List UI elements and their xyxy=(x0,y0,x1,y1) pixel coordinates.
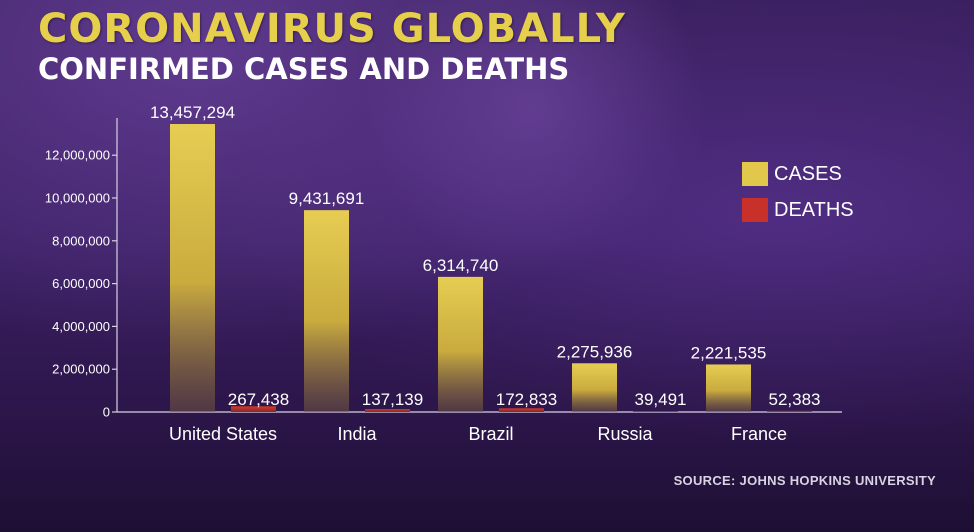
data-label-deaths: 39,491 xyxy=(635,390,687,409)
data-label-cases: 9,431,691 xyxy=(289,189,365,208)
y-tick-label: 4,000,000 xyxy=(52,319,110,334)
y-tick-label: 6,000,000 xyxy=(52,276,110,291)
legend-item-cases: CASES xyxy=(742,156,854,192)
bar-cases xyxy=(572,363,617,412)
data-label-deaths: 172,833 xyxy=(496,390,557,409)
data-label-cases: 6,314,740 xyxy=(423,256,499,275)
bar-deaths xyxy=(499,408,544,412)
bar-cases xyxy=(438,276,483,412)
y-tick-label: 2,000,000 xyxy=(52,362,110,377)
chart-subtitle: CONFIRMED CASES AND DEATHS xyxy=(38,52,570,86)
y-tick-label: 10,000,000 xyxy=(45,191,110,206)
legend-label-cases: CASES xyxy=(774,162,842,185)
x-tick-label: Russia xyxy=(597,424,653,444)
y-tick-label: 0 xyxy=(103,405,110,420)
y-tick-label: 8,000,000 xyxy=(52,233,110,248)
legend: CASES DEATHS xyxy=(742,156,854,228)
data-label-deaths: 52,383 xyxy=(769,390,821,409)
data-label-deaths: 267,438 xyxy=(228,390,289,409)
legend-label-deaths: DEATHS xyxy=(774,198,854,221)
data-label-deaths: 137,139 xyxy=(362,390,423,409)
bar-cases xyxy=(706,364,751,412)
bar-cases xyxy=(304,210,349,412)
bar-deaths xyxy=(231,406,276,412)
source-note: SOURCE: JOHNS HOPKINS UNIVERSITY xyxy=(673,473,936,488)
bar-cases xyxy=(170,124,215,412)
bar-deaths xyxy=(633,411,678,412)
x-tick-label: France xyxy=(731,424,787,444)
data-label-cases: 13,457,294 xyxy=(150,103,235,122)
data-label-cases: 2,221,535 xyxy=(691,343,767,362)
legend-swatch-cases xyxy=(742,162,768,186)
legend-item-deaths: DEATHS xyxy=(742,192,854,228)
x-tick-label: Brazil xyxy=(468,424,513,444)
y-tick-label: 12,000,000 xyxy=(45,148,110,163)
x-tick-label: India xyxy=(337,424,377,444)
chart-title: CORONAVIRUS GLOBALLY xyxy=(38,6,626,52)
legend-swatch-deaths xyxy=(742,198,768,222)
bar-deaths xyxy=(767,410,812,412)
data-label-cases: 2,275,936 xyxy=(557,342,633,361)
bar-deaths xyxy=(365,409,410,412)
x-tick-label: United States xyxy=(169,424,277,444)
